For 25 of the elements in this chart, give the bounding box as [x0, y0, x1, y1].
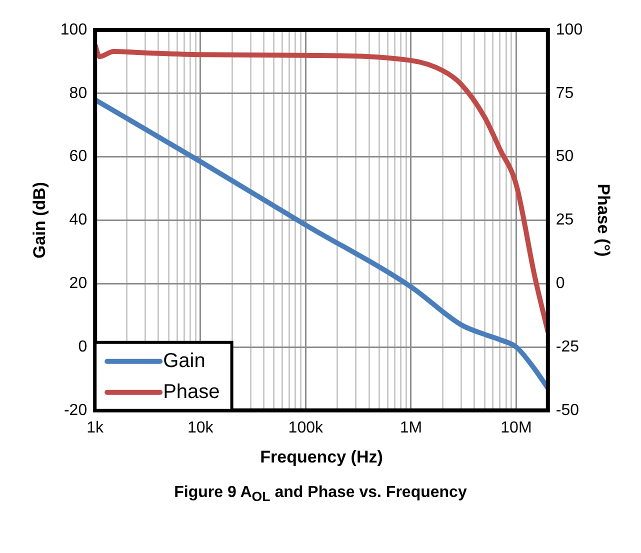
- y-tick-label: 80: [69, 84, 88, 102]
- x-tick-label: 10M: [500, 419, 532, 436]
- y2-tick-label: 50: [556, 148, 574, 166]
- y2-tick-label: -50: [556, 402, 580, 419]
- x-tick-label: 1k: [86, 419, 105, 436]
- y2-tick-label: 75: [556, 84, 574, 102]
- y2-tick-label: -25: [556, 338, 580, 356]
- x-tick-label: 1M: [400, 419, 422, 436]
- x-tick-label: 10k: [187, 419, 214, 436]
- legend-label: Phase: [163, 380, 220, 403]
- y2-axis-title: Phase (°): [594, 184, 614, 257]
- y-tick-label: 60: [69, 148, 88, 166]
- x-axis-title: Frequency (Hz): [260, 447, 383, 466]
- legend-label: Gain: [163, 350, 206, 372]
- y2-tick-label: 25: [556, 212, 574, 229]
- y-tick-label: 0: [78, 338, 88, 356]
- text: Figure 9 A$_{OL}$ and Phase vs. Frequency: [173, 484, 468, 504]
- x-tick-label: 100k: [288, 419, 324, 436]
- y-tick-label: 20: [69, 275, 88, 292]
- y-tick-label: 40: [69, 212, 88, 229]
- y2-tick-label: 0: [556, 275, 565, 292]
- y-tick-label: -20: [64, 402, 88, 419]
- y2-tick-label: 100: [556, 21, 583, 38]
- y-tick-label: 100: [60, 21, 88, 38]
- y-axis-title: Gain (dB): [30, 182, 49, 258]
